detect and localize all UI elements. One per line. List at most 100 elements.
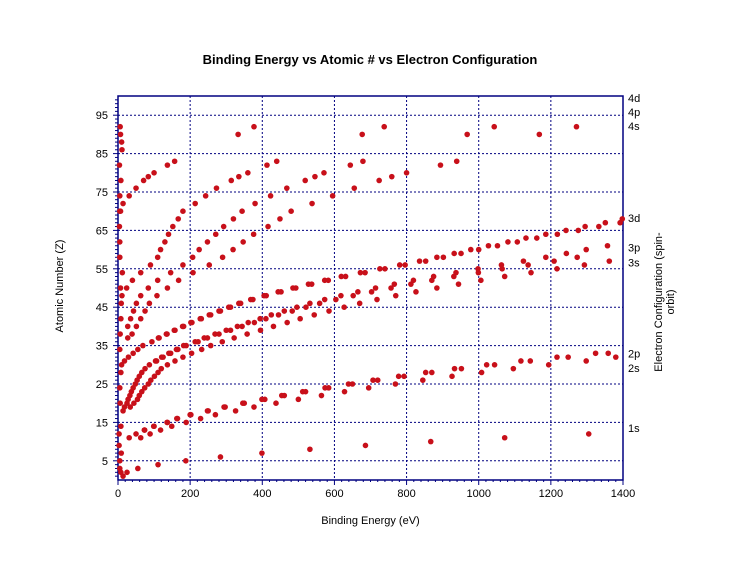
data-point-valence [117, 239, 123, 245]
x-tick-label: 1400 [611, 488, 635, 500]
data-point-3d3-2 [402, 262, 408, 268]
data-point-3s [528, 269, 534, 276]
data-point-4p3-2 [284, 185, 290, 191]
data-point-valence [116, 223, 123, 230]
x-tick-label: 400 [253, 488, 271, 500]
data-point-4s [388, 173, 395, 180]
right-axis-tick-label: 3d [628, 213, 640, 225]
data-point-2p1-2 [401, 373, 407, 380]
data-point-4p3-2 [239, 208, 245, 214]
data-point-3d5-2 [467, 246, 474, 253]
data-point-3d3-2 [293, 285, 299, 291]
data-point-4p3-2 [180, 262, 186, 268]
data-point-3p1-2 [195, 338, 201, 345]
data-point-3p3-2 [372, 285, 379, 291]
data-point-4p3-2 [204, 239, 211, 245]
data-point-3d3-2 [575, 227, 582, 234]
data-point-4s [403, 170, 410, 176]
x-tick-label: 600 [325, 488, 343, 500]
data-point-4f7-2 [145, 173, 152, 180]
data-point-3p1-2 [475, 269, 482, 276]
data-point-2p1-2 [188, 411, 194, 418]
data-point-2p3-2 [518, 358, 524, 364]
data-point-4f7-2 [133, 185, 139, 191]
data-point-4d5-2 [236, 173, 242, 180]
data-point-4d5-2 [180, 208, 186, 214]
data-point-3d5-2 [523, 235, 529, 241]
data-point-3d5-2 [135, 346, 141, 353]
data-point-2p1-2 [565, 354, 571, 360]
y-tick-label: 85 [96, 149, 108, 161]
data-point-3d3-2 [278, 289, 284, 295]
data-point-4s [230, 246, 236, 253]
data-point-3d3-2 [596, 223, 602, 230]
data-point-3p1-2 [183, 342, 189, 349]
data-point-3s [172, 358, 178, 364]
data-point-3d3-2 [217, 308, 224, 314]
data-point-3d3-2 [440, 254, 447, 261]
data-point-2s [147, 431, 153, 437]
data-point-3s [180, 354, 186, 360]
data-point-3s [148, 377, 154, 383]
data-point-2s [197, 415, 204, 422]
data-point-3p3-2 [257, 315, 263, 322]
data-point-2p1-2 [349, 381, 356, 387]
data-point-valence [117, 385, 123, 391]
data-point-1s [307, 446, 313, 453]
data-point-4s [376, 177, 382, 184]
data-point-valence [117, 458, 123, 464]
data-point-3d3-2 [164, 331, 170, 337]
data-point-3d5-2 [357, 269, 364, 276]
data-point-2p3-2 [451, 365, 458, 372]
data-point-3p3-2 [338, 292, 344, 299]
data-point-4s [351, 185, 358, 191]
data-point-3d3-2 [619, 216, 626, 222]
data-point-2p3-2 [395, 373, 402, 380]
data-point-4s [137, 315, 144, 322]
data-point-4s [146, 300, 153, 307]
data-point-4f7-2 [171, 158, 178, 165]
data-point-2p1-2 [141, 427, 148, 433]
data-point-3p3-2 [281, 308, 288, 314]
data-point-3p1-2 [216, 331, 222, 337]
data-point-4s [133, 323, 140, 330]
data-point-4p3-2 [137, 292, 144, 299]
data-point-4d5-2 [202, 193, 209, 199]
data-point-2s [295, 396, 302, 403]
data-point-4p3-2 [212, 231, 219, 238]
data-point-3p3-2 [321, 296, 328, 303]
y-tick-label: 15 [96, 417, 108, 429]
data-point-4p3-2 [196, 246, 202, 253]
data-point-2p1-2 [374, 377, 381, 383]
data-point-3d3-2 [514, 239, 521, 245]
data-point-valence [117, 254, 123, 261]
data-point-3p1-2 [429, 277, 435, 284]
data-point-3s [127, 404, 134, 410]
data-point-4p3-2 [312, 173, 318, 180]
data-point-4p3-2 [267, 193, 274, 199]
data-point-3p3-2 [563, 250, 570, 257]
data-point-3p1-2 [303, 304, 309, 311]
data-point-3p1-2 [333, 296, 339, 303]
data-point-2s [212, 411, 219, 418]
data-point-3d5-2 [582, 223, 588, 230]
data-point-1s [135, 465, 141, 472]
data-point-3d5-2 [377, 266, 383, 272]
data-point-1s [585, 431, 592, 437]
data-point-valence [117, 131, 124, 138]
data-point-3d3-2 [189, 319, 195, 326]
data-point-3d3-2 [494, 242, 501, 249]
data-point-3d3-2 [263, 292, 270, 299]
data-point-4s [573, 123, 580, 130]
data-point-3d5-2 [338, 273, 345, 280]
data-point-4s [329, 193, 336, 199]
data-point-3p1-2 [289, 308, 296, 314]
data-point-2p1-2 [491, 362, 498, 368]
data-point-2s [545, 362, 552, 368]
data-point-3s [554, 266, 560, 272]
data-point-4f7-2 [251, 123, 257, 130]
data-point-4f7-2 [126, 193, 132, 199]
data-point-4p3-2 [302, 177, 309, 184]
data-point-4s [164, 285, 171, 291]
data-point-3p3-2 [139, 369, 145, 376]
